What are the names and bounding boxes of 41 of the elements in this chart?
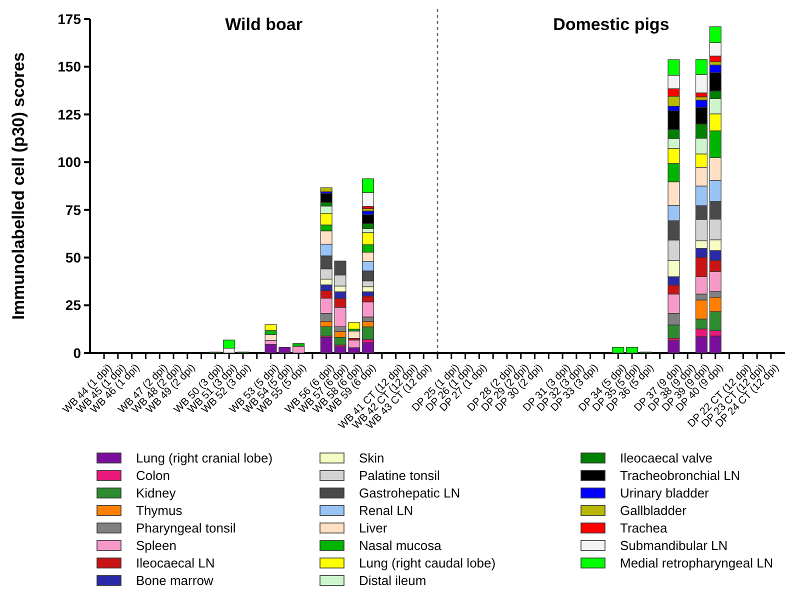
legend-label: Ileocaecal valve	[620, 450, 712, 466]
legend-label: Ileocaecal LN	[136, 556, 215, 571]
legend-label: Lung (right cranial lobe)	[136, 450, 273, 466]
legend-label: Liver	[359, 520, 388, 536]
y-tick-label: 175	[58, 10, 82, 27]
y-tick-label: 50	[65, 249, 82, 266]
y-tick-label: 125	[58, 106, 82, 122]
y-axis-title: Immunolabelled cell (p30) scores	[9, 52, 28, 320]
legend-label: Pharyngeal tonsil	[136, 520, 236, 536]
legend-label: Colon	[136, 468, 170, 484]
legend-label: Thymus	[136, 503, 183, 518]
legend-label: Lung (right caudal lobe)	[359, 556, 496, 571]
legend-label: Kidney	[136, 486, 176, 501]
legend-label: Nasal mucosa	[359, 538, 442, 554]
annotation: Domestic pigs	[553, 15, 670, 34]
legend-label: Gastrohepatic LN	[359, 486, 460, 501]
y-tick-label: 0	[73, 344, 82, 361]
bar	[264, 324, 277, 331]
y-tick-label: 100	[58, 154, 82, 170]
legend-label: Distal ileum	[359, 573, 426, 588]
bar	[292, 346, 305, 354]
legend-label: Spleen	[136, 538, 176, 554]
bar	[362, 342, 374, 354]
y-tick-label: 25	[65, 297, 82, 314]
legend-label: Tracheobronchial LN	[620, 468, 740, 484]
bar	[626, 346, 638, 354]
bar	[668, 340, 680, 354]
bar	[612, 346, 624, 354]
y-tick-label: 150	[58, 58, 82, 75]
legend-label: Palatine tonsil	[359, 468, 440, 484]
legend-label: Submandibular LN	[620, 538, 728, 554]
bar	[320, 187, 332, 192]
legend-label: Bone marrow	[136, 573, 214, 588]
legend-label: Trachea	[620, 520, 668, 536]
annotation: Wild boar	[225, 15, 303, 34]
y-tick-label: 75	[65, 202, 82, 218]
legend-label: Skin	[359, 450, 384, 466]
legend-label: Renal LN	[359, 503, 414, 518]
legend-label: Urinary bladder	[620, 486, 710, 501]
legend-label: Medial retropharyngeal LN	[620, 556, 774, 571]
legend-label: Gallbladder	[620, 503, 688, 518]
